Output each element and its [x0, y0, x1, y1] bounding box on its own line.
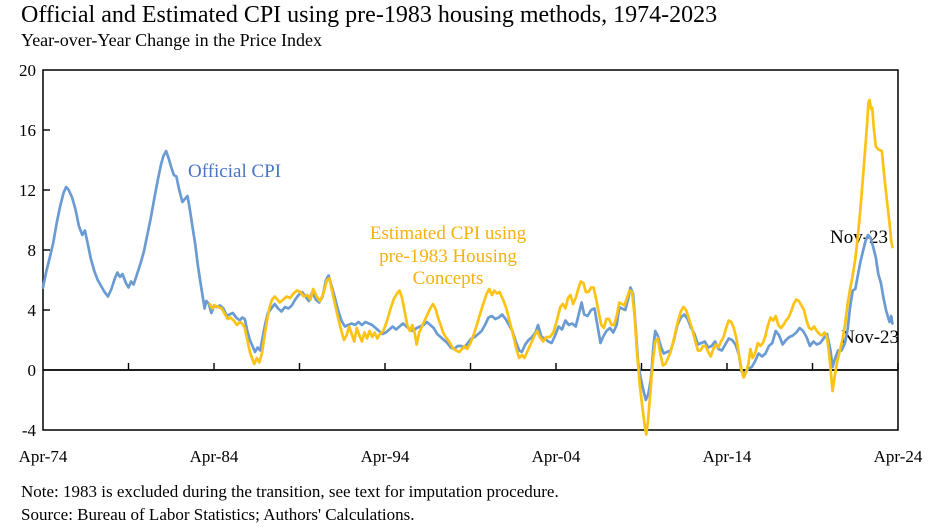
- series-group: [41, 98, 894, 436]
- official-cpi-label: Official CPI: [188, 161, 281, 182]
- chart-subtitle: Year-over-Year Change in the Price Index: [21, 30, 323, 50]
- x-tick-label: Apr-84: [190, 447, 239, 466]
- y-tick-label: 8: [28, 241, 37, 260]
- y-tick-label: 20: [19, 61, 36, 80]
- y-tick-label: 12: [19, 181, 36, 200]
- x-tick-label: Apr-24: [874, 447, 923, 466]
- official-cpi-line: [41, 149, 894, 402]
- y-tick-label: 16: [19, 121, 36, 140]
- x-tick-label: Apr-14: [703, 447, 752, 466]
- x-tick-label: Apr-74: [19, 447, 68, 466]
- chart-note: Note: 1983 is excluded during the transi…: [21, 482, 559, 501]
- y-tick-label: -4: [22, 421, 37, 440]
- annotations-group: Official CPI Estimated CPI usingpre-1983 …: [188, 161, 899, 348]
- y-tick-label: 4: [28, 301, 37, 320]
- estimated-label-2: pre-1983 Housing: [379, 246, 517, 267]
- nov23-official: Nov-23: [841, 327, 899, 348]
- axes-group: 20 16 12 8 4 0 -4 Apr-74 Apr-84 Apr-94 Apr-04 Apr-1…: [19, 61, 923, 466]
- estimated-label-1: Estimated CPI using: [370, 223, 527, 244]
- estimated-cpi-line: [208, 98, 894, 436]
- x-tick-label: Apr-04: [532, 447, 581, 466]
- chart-source: Source: Bureau of Labor Statistics; Auth…: [21, 505, 415, 524]
- y-tick-label: 0: [28, 361, 37, 380]
- chart-title: Official and Estimated CPI using pre-198…: [21, 2, 718, 28]
- x-tick-label: Apr-94: [361, 447, 410, 466]
- estimated-label-3: Concepts: [413, 268, 484, 289]
